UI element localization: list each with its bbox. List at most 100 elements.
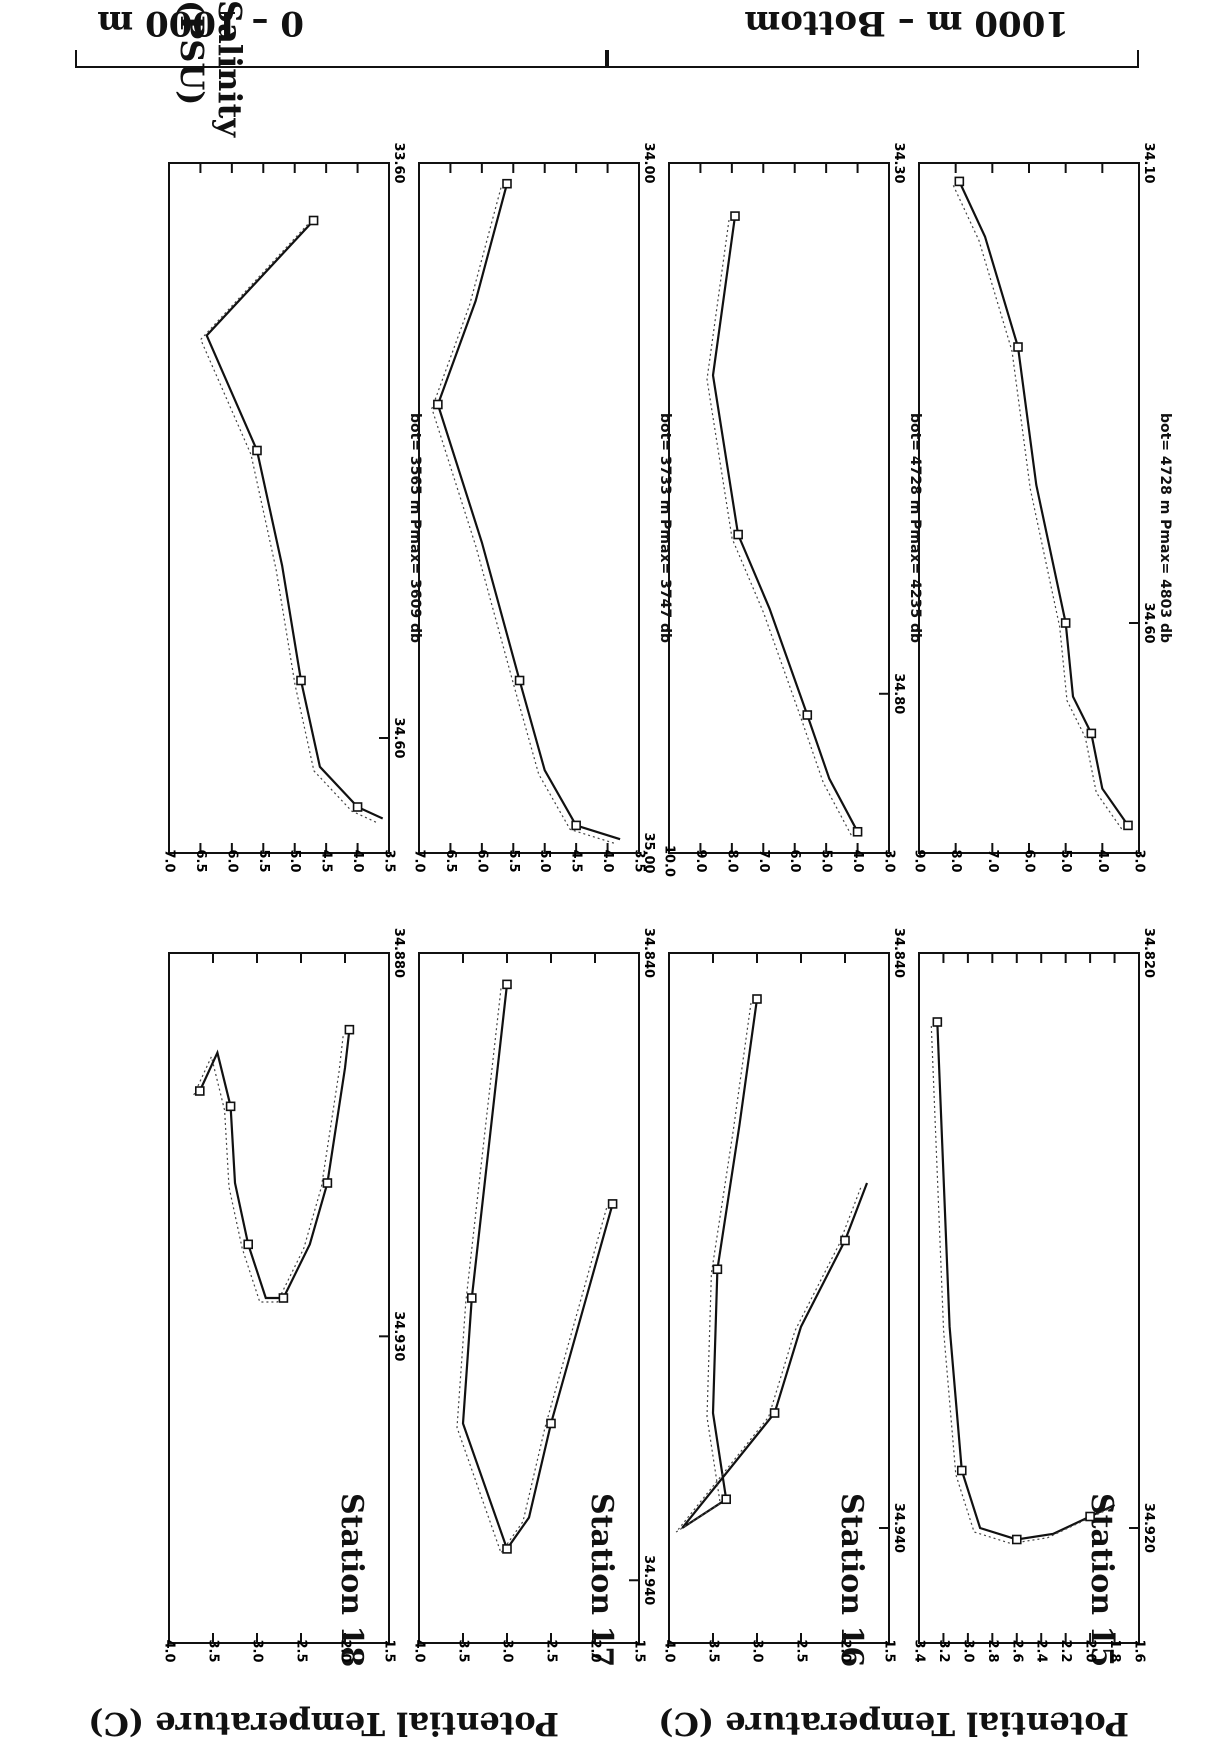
y-tick-label: 2.5 <box>544 1639 559 1662</box>
y-tick-label: 4.0 <box>850 849 865 872</box>
x-tick-label: 34.920 <box>1141 1503 1156 1553</box>
x-tick-label: 34.840 <box>641 928 656 978</box>
sample-marker <box>956 1465 967 1476</box>
sample-marker <box>1011 1534 1022 1545</box>
y-tick-label: 3.0 <box>500 1639 515 1662</box>
sample-marker <box>433 399 443 410</box>
profile-line <box>436 183 621 841</box>
x-tick-label: 33.60 <box>391 142 406 183</box>
profile-line <box>936 1021 1116 1541</box>
panel-2: 3.0 4.0 5.0 6.0 7.0 8.0 9.0 10.0 34.30 34.80 <box>662 142 907 877</box>
x-tick-label: 34.80 <box>891 673 906 714</box>
profile-line-dotted <box>952 185 1123 830</box>
y-tick-label: 7.0 <box>412 849 427 872</box>
sample-marker <box>502 178 512 189</box>
sample-marker <box>802 710 813 720</box>
sample-marker <box>607 1199 618 1209</box>
sample-marker <box>1086 728 1097 739</box>
sample-marker <box>502 979 512 990</box>
sample-marker <box>733 529 743 540</box>
panel-frame <box>668 162 890 854</box>
sample-marker <box>243 1239 254 1250</box>
panel-frame <box>918 162 1140 854</box>
y-tick-label: 8.0 <box>948 849 963 872</box>
panel-8: 1.5 2.0 2.5 3.0 3.5 4.0 34.880 34.930 <box>162 928 407 1663</box>
sample-marker <box>194 1086 205 1096</box>
sample-marker <box>721 1494 732 1505</box>
sample-marker <box>712 1264 723 1275</box>
y-tick-label: 3.0 <box>882 849 897 872</box>
sample-marker <box>752 994 762 1004</box>
y-tick-label: 2.0 <box>838 1639 853 1662</box>
sample-marker <box>840 1235 850 1246</box>
x-tick-label: 34.940 <box>641 1555 656 1605</box>
y-tick-label: 8.0 <box>724 849 739 872</box>
x-tick-label: 34.60 <box>1141 602 1156 643</box>
sample-marker <box>322 1178 333 1188</box>
y-tick-label: 5.0 <box>1058 849 1073 872</box>
y-tick-label: 3.0 <box>750 1639 765 1662</box>
panel-1: 3.0 4.0 5.0 6.0 7.0 8.0 9.0 34.10 34.60 <box>912 142 1157 872</box>
y-tick-label: 3.5 <box>456 1639 471 1662</box>
x-tick-label: 34.00 <box>641 142 656 183</box>
y-tick-label: 1.5 <box>632 1639 647 1662</box>
y-tick-label: 5.5 <box>506 849 521 872</box>
y-tick-label: 6.5 <box>443 849 458 872</box>
profile-line <box>198 1029 351 1300</box>
panel-frame <box>418 952 640 1644</box>
y-tick-label: 6.0 <box>1022 849 1037 872</box>
sample-marker <box>514 675 525 686</box>
sample-marker <box>769 1408 780 1418</box>
panel-4: 3.5 4.0 4.5 5.0 5.5 6.0 6.5 7.0 33.60 34.60 <box>162 142 407 872</box>
y-tick-label: 6.5 <box>193 849 208 872</box>
y-tick-label: 1.5 <box>382 1639 397 1662</box>
y-tick-label: 2.6 <box>1009 1639 1024 1662</box>
panel-5: 1.6 1.8 2.0 2.2 2.4 2.6 2.8 3.0 3.2 3.4 34.820 34.9… <box>912 928 1157 1663</box>
y-tick-label: 3.0 <box>250 1639 265 1662</box>
x-tick-label: 34.60 <box>391 717 406 758</box>
y-tick-label: 2.0 <box>338 1639 353 1662</box>
x-tick-label: 34.820 <box>1141 928 1156 978</box>
y-tick-label: 5.0 <box>287 849 302 872</box>
y-tick-label: 3.4 <box>912 1639 927 1662</box>
y-tick-label: 2.0 <box>1083 1639 1098 1662</box>
sample-marker <box>1013 342 1023 352</box>
y-tick-label: 3.2 <box>936 1639 951 1662</box>
y-tick-label: 6.0 <box>474 849 489 872</box>
profile-line-dotted <box>193 1033 344 1303</box>
sample-marker <box>730 211 740 221</box>
profile-line-dotted <box>675 1002 862 1533</box>
y-tick-label: 3.5 <box>206 1639 221 1662</box>
y-tick-label: 7.0 <box>162 849 177 872</box>
sample-marker <box>278 1293 289 1303</box>
y-tick-label: 2.5 <box>294 1639 309 1662</box>
y-tick-label: 4.0 <box>412 1639 427 1662</box>
panel-frame <box>168 162 390 854</box>
y-tick-label: 6.0 <box>787 849 802 872</box>
x-tick-label: 35.00 <box>641 832 656 873</box>
y-tick-label: 2.0 <box>588 1639 603 1662</box>
sample-marker <box>308 215 319 226</box>
sample-marker <box>954 176 965 187</box>
sample-marker <box>502 1544 512 1554</box>
sample-marker <box>1060 618 1071 628</box>
sample-marker <box>352 802 363 812</box>
x-tick-label: 34.840 <box>891 928 906 978</box>
panel-3: 3.5 4.0 4.5 5.0 5.5 6.0 6.5 7.0 34.00 35.00 <box>412 142 657 873</box>
x-tick-label: 34.940 <box>891 1503 906 1553</box>
x-tick-label: 34.930 <box>391 1311 406 1361</box>
profile-line-dotted <box>199 224 377 824</box>
profile-line-dotted <box>431 187 615 844</box>
y-tick-label: 5.0 <box>819 849 834 872</box>
y-tick-label: 1.8 <box>1107 1639 1122 1662</box>
x-tick-label: 34.30 <box>891 142 906 183</box>
sample-marker <box>466 1293 477 1303</box>
profile-line-dotted <box>706 220 853 837</box>
y-tick-label: 2.2 <box>1058 1639 1073 1662</box>
profile-line <box>958 180 1129 827</box>
y-tick-label: 7.0 <box>756 849 771 872</box>
y-tick-label: 9.0 <box>912 849 927 872</box>
panel-6: 1.5 2.0 2.5 3.0 3.5 4.0 34.840 34.940 <box>662 928 907 1663</box>
sample-marker <box>296 675 306 686</box>
